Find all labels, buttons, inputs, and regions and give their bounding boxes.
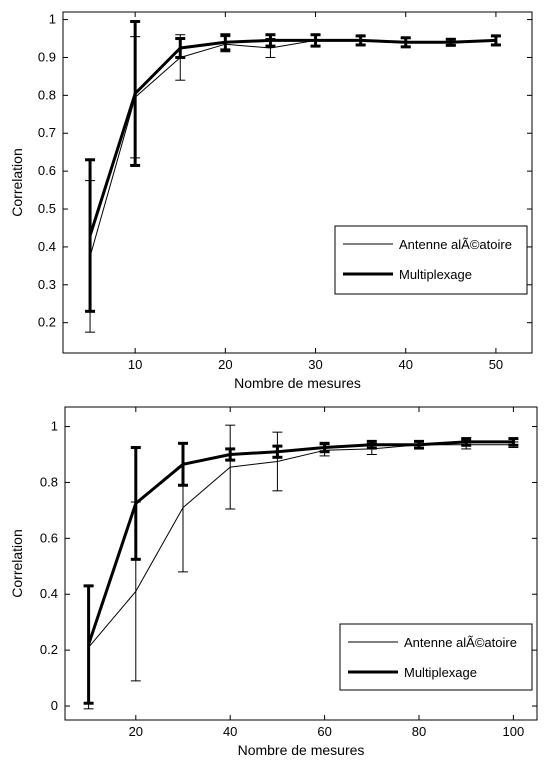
series-line xyxy=(87,440,514,645)
error-bar xyxy=(83,584,94,705)
error-bar xyxy=(414,439,424,450)
x-axis-label: Nombre de mesures xyxy=(234,375,361,391)
x-tick-label: 20 xyxy=(129,724,143,739)
y-tick-label: 0.8 xyxy=(40,474,58,489)
y-axis-label: Correlation xyxy=(9,148,25,216)
y-tick-label: 0.4 xyxy=(38,239,56,254)
legend-label: Antenne alÃ©atoire xyxy=(399,237,512,252)
series-thick xyxy=(85,19,501,313)
plot-area-frame xyxy=(64,406,538,721)
error-bar xyxy=(85,158,96,313)
legend-label: Multiplexage xyxy=(399,267,472,282)
error-bar xyxy=(319,441,330,454)
error-bar xyxy=(220,33,231,52)
x-tick-label: 100 xyxy=(503,724,525,739)
series-thick xyxy=(83,437,519,705)
x-tick-label: 30 xyxy=(308,357,322,372)
error-bar xyxy=(225,447,236,462)
x-axis-label: Nombre de mesures xyxy=(238,742,365,758)
y-tick-label: 0.6 xyxy=(38,163,56,178)
legend: Antenne alÃ©atoire Multiplexage xyxy=(339,623,533,691)
y-tick-label: 0.3 xyxy=(38,277,56,292)
error-bar xyxy=(225,424,236,510)
error-bar xyxy=(400,36,411,49)
x-tick-label: 60 xyxy=(317,724,331,739)
x-tick-label: 80 xyxy=(412,724,426,739)
y-tick-label: 0.7 xyxy=(38,125,56,140)
error-bar xyxy=(178,441,188,487)
x-tick-label: 50 xyxy=(489,357,503,372)
error-bar xyxy=(175,37,186,59)
x-tick-label: 40 xyxy=(223,724,237,739)
y-tick-label: 0.5 xyxy=(38,201,56,216)
y-tick-label: 0.2 xyxy=(38,315,56,330)
x-tick-label: 20 xyxy=(218,357,232,372)
top-chart: 10 20 30 40 50 0.2 0.3 0.4 0.5 0.6 0.7 0.8 0.9 1 Nomb… xyxy=(9,11,533,391)
series-line xyxy=(88,444,514,648)
series-line xyxy=(88,38,496,236)
error-bar xyxy=(310,33,321,48)
error-bar xyxy=(461,437,472,447)
error-bar xyxy=(508,437,519,447)
y-tick-label: 0.8 xyxy=(38,87,56,102)
error-bar xyxy=(366,439,377,450)
y-tick-label: 0.9 xyxy=(38,49,56,64)
error-bar xyxy=(272,431,283,492)
legend-box xyxy=(339,623,533,691)
legend-label: Multiplexage xyxy=(404,665,477,680)
y-tick-label: 1 xyxy=(51,419,58,434)
error-bar xyxy=(355,34,366,47)
error-bar xyxy=(445,37,456,47)
y-axis-label: Correlation xyxy=(9,529,25,597)
series-line xyxy=(89,39,496,257)
x-tick-label: 40 xyxy=(398,357,412,372)
error-bar xyxy=(130,19,141,167)
error-bar xyxy=(130,446,141,561)
y-tick-label: 0 xyxy=(51,698,58,713)
y-tick-label: 0.6 xyxy=(40,530,58,545)
bottom-chart: 20 40 60 80 100 0 0.2 0.4 0.6 0.8 1 Nombre de mesu… xyxy=(9,406,538,758)
plot-area-frame xyxy=(62,11,533,354)
x-tick-label: 10 xyxy=(128,357,142,372)
legend-label: Antenne alÃ©atoire xyxy=(404,635,517,650)
y-tick-label: 1 xyxy=(49,12,56,27)
error-bar xyxy=(272,444,283,459)
error-bar xyxy=(265,33,276,48)
legend-box xyxy=(334,225,528,295)
legend: Antenne alÃ©atoire Multiplexage xyxy=(334,225,528,295)
y-tick-label: 0.2 xyxy=(40,642,58,657)
error-bar xyxy=(490,34,501,47)
y-tick-label: 0.4 xyxy=(40,586,58,601)
